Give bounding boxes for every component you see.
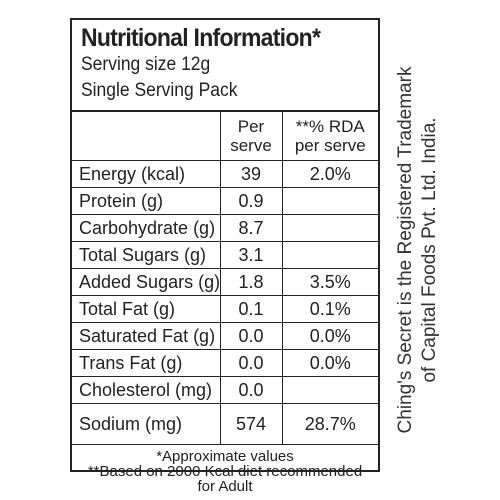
footnote-for-adult: for Adult [197,478,253,495]
footnotes: *Approximate values **Based on 2000 Kcal… [72,445,378,494]
header-per-serve-line2: serve [230,136,272,155]
nutrient-rda [281,376,378,404]
table-row: Added Sugars (g) 1.8 3.5% [72,268,378,296]
header-rda-line1: **% RDA [295,117,365,136]
trademark-line2: of Capital Foods Pvt. Ltd. India. [419,117,440,383]
nutrition-table: Per serve **% RDA per serve Energy (kcal… [72,112,378,445]
nutrient-name: Saturated Fat (g) [72,322,221,350]
footnote-approx: *Approximate values [156,448,294,465]
nutrient-value: 1.8 [219,268,283,296]
nutrient-name: Protein (g) [72,187,221,215]
nutrient-rda: 0.0% [281,349,378,377]
header-rda: **% RDA per serve [281,112,378,161]
table-row: Cholesterol (mg) 0.0 [72,376,378,404]
trademark-text: Ching's Secret is the Registered Tradema… [394,35,442,465]
nutrient-value: 574 [219,403,283,445]
label-header: Nutritional Information* Serving size 12… [72,20,378,112]
trademark-line1: Ching's Secret is the Registered Tradema… [395,66,416,434]
nutrient-value: 39 [219,160,283,188]
nutrient-name: Sodium (mg) [72,403,221,445]
nutrient-name: Total Sugars (g) [72,241,221,269]
nutrient-name: Added Sugars (g) [72,268,221,296]
table-row: Sodium (mg) 574 28.7% [72,403,378,445]
nutrient-rda: 28.7% [281,403,378,445]
nutrient-rda: 0.1% [281,295,378,323]
nutrient-rda [281,187,378,215]
nutrient-rda [281,241,378,269]
nutrient-name: Energy (kcal) [72,160,221,188]
nutrient-name: Total Fat (g) [72,295,221,323]
nutrient-value: 0.0 [219,376,283,404]
nutrient-value: 3.1 [219,241,283,269]
table-row: Saturated Fat (g) 0.0 0.0% [72,322,378,350]
nutrient-name: Carbohydrate (g) [72,214,221,242]
nutrient-rda [281,214,378,242]
header-per-serve: Per serve [219,112,283,161]
nutrient-name: Cholesterol (mg) [72,376,221,404]
label-title: Nutritional Information* [81,24,321,52]
header-rda-line2: per serve [294,136,366,155]
header-per-serve-line1: Per [237,117,265,136]
header-blank [72,112,221,161]
table-header-row: Per serve **% RDA per serve [72,112,378,161]
serving-pack: Single Serving Pack [81,80,238,101]
serving-size: Serving size 12g [81,54,211,75]
nutrient-rda: 3.5% [281,268,378,296]
nutrient-value: 0.1 [219,295,283,323]
nutrient-value: 0.0 [219,349,283,377]
nutrient-rda: 2.0% [281,160,378,188]
nutrient-rda: 0.0% [281,322,378,350]
table-row: Trans Fat (g) 0.0 0.0% [72,349,378,377]
table-row: Protein (g) 0.9 [72,187,378,215]
nutrient-value: 0.9 [219,187,283,215]
footnote-based-on: **Based on 2000 Kcal diet recommended [87,463,363,480]
table-row: Energy (kcal) 39 2.0% [72,160,378,188]
table-row: Carbohydrate (g) 8.7 [72,214,378,242]
nutrient-value: 8.7 [219,214,283,242]
table-row: Total Sugars (g) 3.1 [72,241,378,269]
nutrient-name: Trans Fat (g) [72,349,221,377]
nutrition-label: Nutritional Information* Serving size 12… [70,18,380,494]
trademark-side: Ching's Secret is the Registered Tradema… [378,0,458,500]
nutrient-value: 0.0 [219,322,283,350]
table-row: Total Fat (g) 0.1 0.1% [72,295,378,323]
